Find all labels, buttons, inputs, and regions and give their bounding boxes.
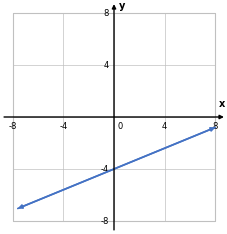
Text: -8: -8 xyxy=(100,216,109,226)
Text: 0: 0 xyxy=(117,122,123,131)
Text: -4: -4 xyxy=(100,165,109,173)
Text: -4: -4 xyxy=(59,122,67,131)
Text: 4: 4 xyxy=(161,122,167,131)
Text: 8: 8 xyxy=(103,8,109,18)
Text: -8: -8 xyxy=(8,122,17,131)
Text: x: x xyxy=(218,99,225,109)
Text: 8: 8 xyxy=(212,122,217,131)
Text: 4: 4 xyxy=(103,61,109,69)
Text: y: y xyxy=(118,1,125,11)
